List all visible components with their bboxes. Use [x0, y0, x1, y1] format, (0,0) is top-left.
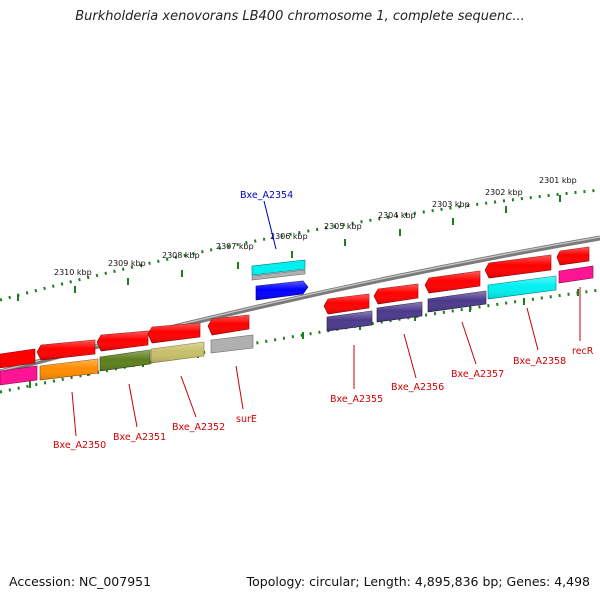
minus-strand-track-2: [0, 265, 594, 386]
ruler-label-2305: 2305 kbp: [324, 222, 362, 231]
gene-label-Bxe_A2358: Bxe_A2358: [513, 356, 566, 367]
gene-label-Bxe_A2356: Bxe_A2356: [391, 382, 444, 393]
gene-feature-shine: [557, 247, 589, 265]
gene-label-Bxe_A2355: Bxe_A2355: [330, 394, 383, 405]
ruler-label-2301: 2301 kbp: [539, 176, 577, 185]
gene-feature[interactable]: [0, 365, 38, 386]
gene-feature-shine: [151, 342, 204, 363]
gene-feature-shine: [256, 281, 308, 300]
outer-ruler-track: [0, 188, 600, 302]
gene-feature[interactable]: [558, 265, 594, 284]
gene-label-Bxe_A2351: Bxe_A2351: [113, 432, 166, 443]
gene-feature[interactable]: [251, 269, 306, 281]
accession-text: Accession: NC_007951: [9, 574, 152, 589]
gene-feature-shine: [327, 311, 372, 331]
gene-feature[interactable]: [251, 259, 306, 276]
gene-feature-shine: [40, 359, 98, 380]
gene-feature-shine: [374, 284, 418, 304]
gene-feature-shine: [208, 315, 249, 335]
gene-feature-shine: [100, 350, 150, 371]
gene-feature-shine: [488, 276, 556, 299]
outer-major-ticks: [17, 195, 561, 301]
gene-label-surE: surE: [236, 414, 257, 425]
gene-label-Bxe_A2354: Bxe_A2354: [240, 190, 293, 201]
gene-feature[interactable]: [210, 334, 254, 354]
ruler-label-2306: 2306 kbp: [270, 232, 308, 241]
gene-feature-shine: [324, 294, 369, 314]
inner-ruler-track: [0, 288, 600, 394]
ruler-label-2304: 2304 kbp: [378, 211, 416, 220]
ruler-label-2303: 2303 kbp: [432, 200, 470, 209]
plus-strand-features: [251, 259, 309, 301]
gene-label-recR: recR: [572, 346, 594, 357]
gene-feature-shine: [148, 323, 200, 343]
label-leaders: [71, 200, 581, 437]
ruler-label-2308: 2308 kbp: [162, 251, 200, 260]
ruler-label-2310: 2310 kbp: [54, 268, 92, 277]
ruler-label-2302: 2302 kbp: [485, 188, 523, 197]
gene-feature-shine: [428, 291, 486, 312]
gene-feature[interactable]: [0, 348, 36, 369]
gene-feature-shine: [377, 302, 422, 322]
ruler-label-2307: 2307 kbp: [216, 242, 254, 251]
map-title: Burkholderia xenovorans LB400 chromosome…: [75, 9, 525, 24]
gene-feature-shine: [37, 340, 95, 360]
gene-feature-shine: [97, 331, 148, 351]
gene-label-Bxe_A2350: Bxe_A2350: [53, 440, 106, 451]
ruler-label-2309: 2309 kbp: [108, 259, 146, 268]
gene-feature-shine: [425, 271, 480, 293]
gene-feature-shine: [485, 255, 551, 278]
gene-label-Bxe_A2357: Bxe_A2357: [451, 369, 504, 380]
minus-strand-track-1: [0, 246, 590, 369]
gene-label-Bxe_A2352: Bxe_A2352: [172, 422, 225, 433]
topology-text: Topology: circular; Length: 4,895,836 bp…: [246, 574, 590, 589]
